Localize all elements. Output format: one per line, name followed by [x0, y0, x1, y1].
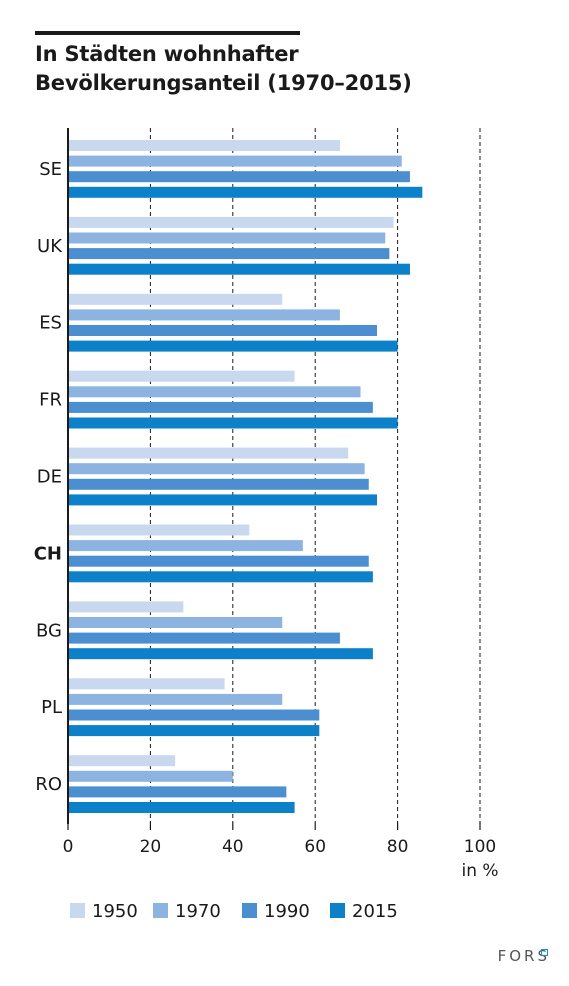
- legend-swatch-2015: [330, 903, 345, 918]
- bar-pl-1970: [69, 693, 283, 705]
- bar-es-1970: [69, 309, 340, 321]
- category-label-ro: RO: [35, 774, 62, 795]
- legend-label-2015: 2015: [352, 901, 398, 922]
- title-rule: [35, 31, 300, 35]
- bar-fr-2015: [69, 417, 398, 429]
- bar-ro-1950: [69, 755, 176, 767]
- bar-es-1990: [69, 325, 377, 336]
- bar-ch-2015: [69, 571, 373, 583]
- fors-logo: FORS: [497, 947, 550, 965]
- legend-swatch-1990: [242, 903, 257, 918]
- legend-label-1950: 1950: [92, 901, 138, 922]
- bar-se-1950: [69, 140, 340, 151]
- bar-bg-2015: [69, 648, 373, 660]
- bar-pl-2015: [69, 725, 320, 737]
- category-label-fr: FR: [39, 390, 62, 411]
- bar-uk-1970: [69, 232, 386, 244]
- bar-de-1970: [69, 463, 365, 475]
- legend-label-1970: 1970: [175, 901, 221, 922]
- fors-logo-mark-icon: [541, 949, 548, 956]
- x-tick-label-80: 80: [387, 837, 409, 857]
- chart-title: In Städten wohnhafter Bevölkerungsanteil…: [35, 40, 412, 98]
- bar-pl-1950: [69, 678, 225, 690]
- bar-de-1950: [69, 447, 349, 459]
- bar-fr-1950: [69, 370, 295, 382]
- bar-se-1990: [69, 171, 410, 183]
- chart-title-line-1: In Städten wohnhafter: [35, 42, 299, 66]
- x-tick-label-0: 0: [63, 837, 74, 857]
- category-label-de: DE: [37, 467, 62, 488]
- legend-label-1990: 1990: [264, 901, 310, 922]
- bar-ch-1950: [69, 524, 250, 536]
- bar-ch-1970: [69, 540, 303, 552]
- bar-uk-1990: [69, 248, 390, 260]
- category-label-se: SE: [39, 159, 62, 180]
- chart-title-line-2: Bevölkerungsanteil (1970–2015): [35, 71, 412, 95]
- x-tick-label-20: 20: [140, 837, 162, 857]
- category-label-ch: CH: [34, 543, 62, 564]
- x-tick-label-40: 40: [222, 837, 244, 857]
- legend-swatch-1950: [70, 903, 85, 918]
- x-axis-label: in %: [461, 861, 498, 881]
- bar-se-1970: [69, 155, 402, 167]
- bar-ro-1970: [69, 770, 233, 782]
- bar-fr-1990: [69, 401, 373, 413]
- bar-ch-1990: [69, 555, 369, 567]
- x-tick-label-100: 100: [464, 837, 496, 857]
- bar-ro-2015: [69, 802, 295, 813]
- bar-bg-1950: [69, 601, 184, 613]
- bar-bg-1990: [69, 632, 340, 644]
- legend-swatch-1970: [153, 903, 168, 918]
- bar-fr-1970: [69, 386, 361, 398]
- bar-se-2015: [69, 186, 423, 198]
- bar-es-2015: [69, 340, 398, 352]
- bar-pl-1990: [69, 709, 320, 721]
- category-label-pl: PL: [41, 697, 62, 718]
- category-label-uk: UK: [37, 236, 63, 257]
- bar-de-1990: [69, 478, 369, 490]
- category-label-bg: BG: [36, 620, 62, 641]
- bar-uk-1950: [69, 216, 394, 228]
- x-tick-label-60: 60: [304, 837, 326, 857]
- bar-es-1950: [69, 293, 283, 305]
- bar-uk-2015: [69, 263, 410, 275]
- bar-bg-1970: [69, 617, 283, 628]
- bar-ro-1990: [69, 786, 287, 798]
- bar-de-2015: [69, 494, 377, 506]
- category-label-es: ES: [39, 313, 62, 334]
